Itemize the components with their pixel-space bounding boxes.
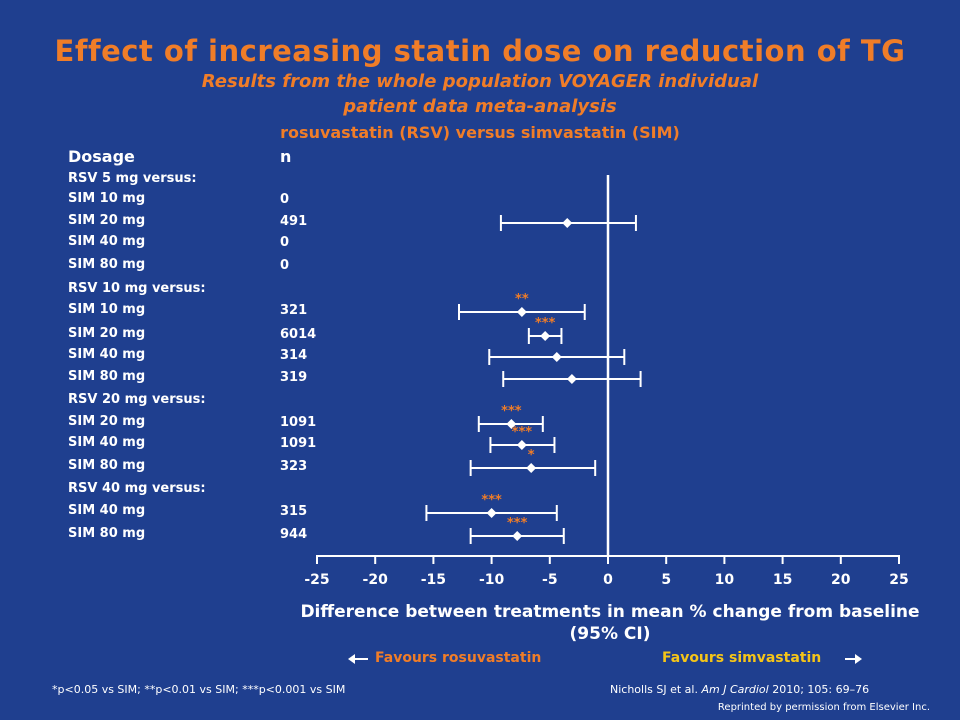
arrow-left-icon xyxy=(350,658,368,660)
point-estimate-diamond xyxy=(562,218,573,228)
point-estimate-diamond xyxy=(506,419,517,429)
citation-journal: Am J Cardiol xyxy=(701,683,769,696)
n-value: 314 xyxy=(280,348,308,363)
significance-marker: *** xyxy=(535,316,556,331)
comparison-label: SIM 20 mg xyxy=(68,326,146,341)
n-value: 1091 xyxy=(280,436,317,451)
x-axis-label: Difference between treatments in mean % … xyxy=(300,602,920,644)
dosage-header: Dosage xyxy=(68,147,135,166)
arrow-right-icon xyxy=(845,658,857,660)
point-estimate-diamond xyxy=(486,508,497,518)
x-tick-label: 5 xyxy=(661,572,671,588)
favours-rosuvastatin-label: Favours rosuvastatin xyxy=(375,650,542,666)
x-tick-label: 25 xyxy=(889,572,908,588)
x-tick-label: -5 xyxy=(542,572,558,588)
comparison-label: SIM 80 mg xyxy=(68,257,146,272)
point-estimate-diamond xyxy=(540,331,551,341)
point-estimate-diamond xyxy=(516,440,527,450)
reprint-notice: Reprinted by permission from Elsevier In… xyxy=(717,702,930,713)
comparison-label: SIM 40 mg xyxy=(68,503,146,518)
citation: Nicholls SJ et al. Am J Cardiol 2010; 10… xyxy=(610,683,869,696)
n-value: 323 xyxy=(280,459,308,474)
n-value: 0 xyxy=(280,235,290,250)
group-label: RSV 5 mg versus: xyxy=(68,171,197,186)
significance-marker: * xyxy=(528,448,535,463)
n-header: n xyxy=(280,147,292,166)
group-label: RSV 20 mg versus: xyxy=(68,392,206,407)
x-tick-label: 0 xyxy=(603,572,613,588)
point-estimate-diamond xyxy=(551,352,562,362)
comparison-label: SIM 80 mg xyxy=(68,526,146,541)
significance-marker: ** xyxy=(515,292,529,307)
point-estimate-diamond xyxy=(516,307,527,317)
n-value: 6014 xyxy=(280,327,317,342)
point-estimate-diamond xyxy=(526,463,537,473)
x-tick-label: -15 xyxy=(421,572,446,588)
arrow-left-head-icon xyxy=(348,654,355,664)
point-estimate-diamond xyxy=(512,531,523,541)
favours-simvastatin-label: Favours simvastatin xyxy=(662,650,822,666)
x-tick-label: 10 xyxy=(715,572,735,588)
n-value: 0 xyxy=(280,192,290,207)
comparison-label: SIM 10 mg xyxy=(68,191,146,206)
comparison-label: SIM 80 mg xyxy=(68,369,146,384)
x-tick-label: -20 xyxy=(363,572,389,588)
comparison-label: SIM 80 mg xyxy=(68,458,146,473)
x-tick-label: -10 xyxy=(479,572,505,588)
x-tick-label: 15 xyxy=(773,572,792,588)
comparison-label: SIM 40 mg xyxy=(68,435,146,450)
comparison-label: SIM 40 mg xyxy=(68,347,146,362)
subtitle-line-3: rosuvastatin (RSV) versus simvastatin (S… xyxy=(280,123,680,142)
n-value: 0 xyxy=(280,258,290,273)
significance-marker: *** xyxy=(481,493,502,508)
citation-authors: Nicholls SJ et al. xyxy=(610,683,698,696)
comparison-label: SIM 10 mg xyxy=(68,302,146,317)
x-tick-label: 20 xyxy=(831,572,851,588)
subtitle-line-1: Results from the whole population VOYAGE… xyxy=(201,71,759,92)
n-value: 491 xyxy=(280,214,308,229)
group-label: RSV 40 mg versus: xyxy=(68,481,206,496)
citation-details: 2010; 105: 69–76 xyxy=(772,683,870,696)
significance-marker: *** xyxy=(501,404,522,419)
n-value: 319 xyxy=(280,370,308,385)
n-value: 321 xyxy=(280,303,308,318)
comparison-label: SIM 20 mg xyxy=(68,213,146,228)
significance-footnote: *p<0.05 vs SIM; **p<0.01 vs SIM; ***p<0.… xyxy=(52,683,346,696)
group-label: RSV 10 mg versus: xyxy=(68,281,206,296)
arrow-right-head-icon xyxy=(855,654,862,664)
significance-marker: *** xyxy=(512,425,533,440)
x-tick-label: -25 xyxy=(304,572,329,588)
slide-title: Effect of increasing statin dose on redu… xyxy=(54,34,906,68)
point-estimate-diamond xyxy=(566,374,577,384)
subtitle-line-2: patient data meta-analysis xyxy=(343,96,617,117)
comparison-label: SIM 40 mg xyxy=(68,234,146,249)
n-value: 1091 xyxy=(280,415,317,430)
comparison-label: SIM 20 mg xyxy=(68,414,146,429)
significance-marker: *** xyxy=(507,516,528,531)
n-value: 944 xyxy=(280,527,308,542)
n-value: 315 xyxy=(280,504,308,519)
